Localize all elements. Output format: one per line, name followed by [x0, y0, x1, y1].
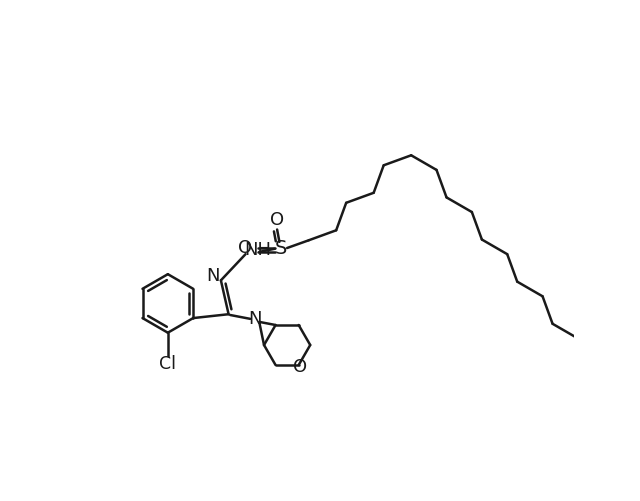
Text: S: S [275, 238, 287, 258]
Text: NH: NH [244, 241, 271, 260]
Text: O: O [237, 239, 252, 257]
Text: O: O [293, 358, 307, 376]
Text: N: N [207, 267, 220, 285]
Text: Cl: Cl [159, 355, 177, 373]
Text: N: N [248, 310, 262, 328]
Text: O: O [270, 210, 284, 228]
